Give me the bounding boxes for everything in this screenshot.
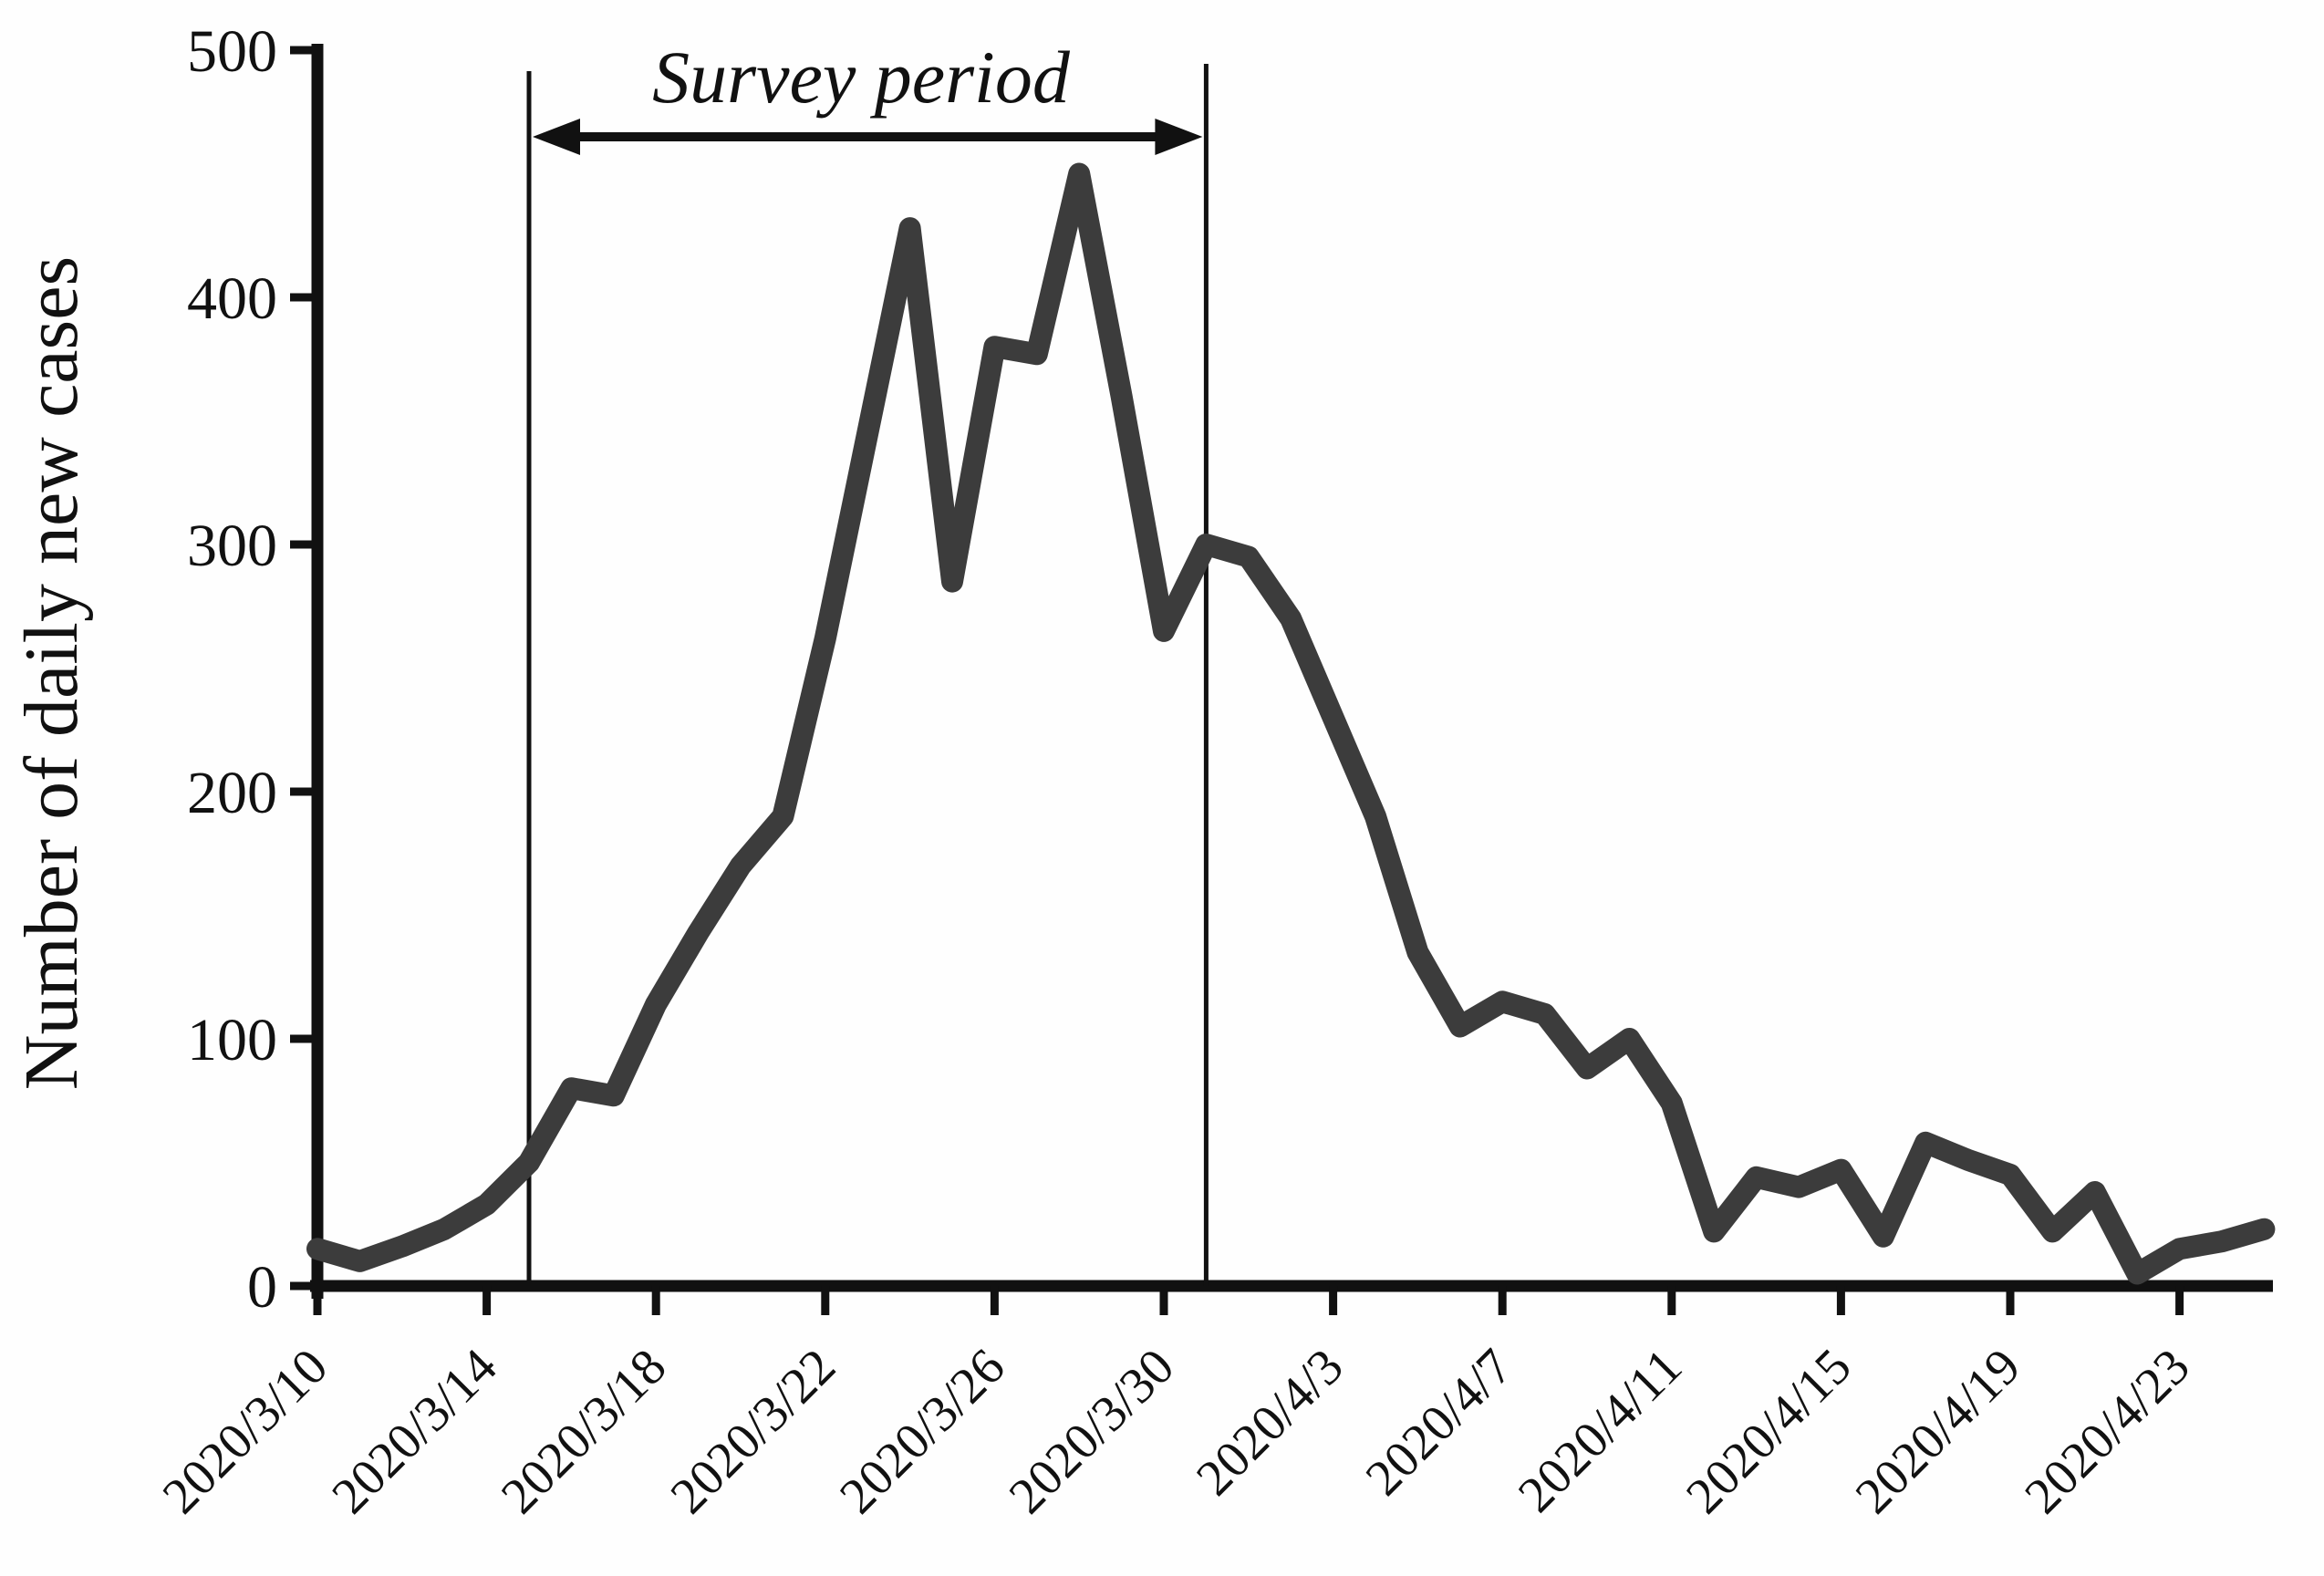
x-tick-label: 2020/4/3 — [1186, 1338, 1354, 1507]
survey-period-label: Survey period — [652, 36, 1071, 119]
x-tick-label: 2020/4/11 — [1508, 1338, 1693, 1523]
x-tick-label: 2020/4/19 — [1845, 1338, 2031, 1524]
x-tick-label: 2020/4/23 — [2014, 1338, 2200, 1524]
data-line — [306, 162, 2276, 1285]
x-tick-label: 2020/4/15 — [1676, 1338, 1862, 1524]
x-tick-label: 2020/3/18 — [491, 1338, 677, 1524]
survey-arrow-left-head — [533, 119, 580, 155]
x-tick-label: 2020/3/26 — [829, 1338, 1015, 1524]
chart-render-layer: 01002003004005002020/3/102020/3/142020/3… — [152, 18, 2276, 1525]
y-tick-label: 0 — [247, 1254, 277, 1321]
y-tick-label: 400 — [187, 265, 277, 332]
x-tick-label: 2020/3/14 — [321, 1338, 507, 1524]
x-tick-label: 2020/3/10 — [152, 1338, 338, 1524]
y-axis-title: Number of daily new cases — [9, 256, 94, 1090]
survey-arrow-right-head — [1155, 119, 1203, 155]
y-tick-label: 200 — [187, 760, 277, 826]
y-tick-label: 100 — [187, 1007, 277, 1073]
x-tick-label: 2020/4/7 — [1355, 1338, 1524, 1507]
x-tick-label: 2020/3/22 — [660, 1338, 846, 1524]
x-tick-label: 2020/3/30 — [999, 1338, 1185, 1524]
y-tick-label: 300 — [187, 513, 277, 579]
y-tick-label: 500 — [187, 18, 277, 85]
